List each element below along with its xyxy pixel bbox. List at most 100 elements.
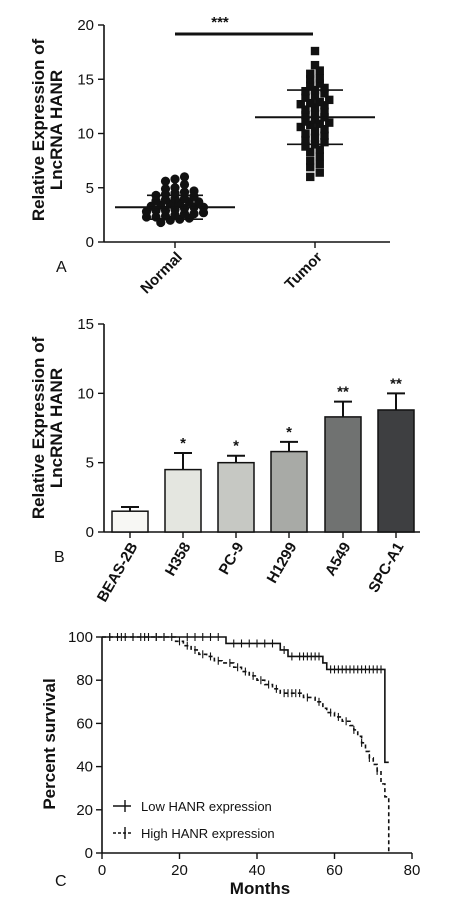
panel-a-point-tumor (301, 142, 310, 151)
panel-a-point-tumor (320, 131, 329, 140)
panel-b-bar (217, 461, 255, 533)
panel-a-point-normal (170, 174, 180, 184)
panel-a-point-tumor (306, 120, 315, 130)
panel-a-point-tumor (301, 135, 310, 145)
panel-a-label: A (56, 259, 67, 276)
panel-a-point-tumor (320, 124, 329, 134)
panel-a-point-tumor (301, 105, 310, 114)
panel-a-point-tumor (325, 95, 334, 105)
panel-c-x-tick-label: 80 (404, 862, 421, 879)
panel-a-point-tumor (301, 93, 310, 102)
panel-b-significance: ** (390, 375, 402, 392)
panel-a-point-tumor (315, 168, 324, 177)
panel-c-x-tick-label: 0 (98, 862, 106, 879)
panel-a-point-tumor (310, 60, 320, 70)
panel-a-point-normal (179, 187, 190, 197)
panel-a-point-tumor (315, 145, 324, 154)
panel-b-significance: * (180, 435, 186, 452)
panel-b-y-tick-label: 0 (86, 524, 94, 541)
panel-b-ylabel-line1: Relative Expression of (29, 336, 48, 519)
panel-c-x-tick-label: 60 (326, 862, 343, 879)
panel-a-point-tumor (320, 89, 329, 98)
panel-a-point-normal (170, 183, 180, 193)
panel-a-ylabel-line1: Relative Expression of (29, 38, 48, 221)
panel-b-label: B (54, 549, 65, 566)
panel-b-significance: * (233, 438, 239, 455)
panel-a-point-normal (179, 179, 190, 190)
panel-b-bar (111, 510, 149, 533)
panel-b-significance: ** (337, 384, 349, 401)
panel-a-point-normal (179, 172, 190, 182)
panel-c-y-tick-label: 40 (76, 759, 93, 776)
panel-b-ylabel-line2: LncRNA HANR (47, 368, 66, 488)
panel-c-x-tick-label: 40 (249, 862, 266, 879)
panel-a-point-tumor (301, 129, 310, 138)
panel-a-point-tumor (310, 46, 320, 56)
panel-c-y-tick-label: 60 (76, 715, 93, 732)
panel-b-bar (324, 416, 362, 533)
panel-a-point-tumor (306, 98, 315, 108)
panel-a-y-tick-label: 0 (86, 234, 94, 251)
panel-a-point-tumor (301, 117, 310, 126)
panel-a-scatter: Relative Expression of LncRNA HANR A ***… (29, 14, 390, 297)
panel-a-point-tumor (306, 81, 315, 90)
panel-a-point-normal (189, 209, 199, 219)
panel-a-y-tick-label: 10 (77, 126, 94, 143)
panel-a-point-tumor (320, 107, 329, 116)
panel-a-point-tumor (320, 137, 329, 147)
panel-a-point-tumor (315, 79, 324, 88)
panel-b-category-label: H358 (162, 540, 195, 580)
panel-a-point-normal (189, 186, 199, 196)
panel-a-category-label: Tumor (282, 249, 326, 293)
panel-b-bar (270, 450, 308, 533)
panel-b-y-tick-label: 10 (77, 385, 94, 402)
panel-a-y-tick-label: 5 (86, 180, 94, 197)
panel-a-point-normal (160, 176, 171, 186)
panel-b-bar: Relative Expression of LncRNA HANR B 0 5 1… (29, 316, 420, 605)
panel-a-point-tumor (301, 110, 310, 120)
legend-low-label: Low HANR expression (141, 799, 272, 814)
panel-b-category-label: H1299 (264, 540, 301, 587)
panel-c-xlabel: Months (230, 879, 290, 898)
panel-a-point-tumor (320, 101, 329, 110)
panel-b-category-label: PC-9 (216, 540, 248, 578)
panel-a-point-tumor (315, 73, 324, 83)
panel-a-significance: *** (211, 14, 229, 31)
panel-a-point-tumor (325, 118, 334, 127)
panel-a-point-tumor (306, 147, 315, 157)
panel-c-y-tick-label: 20 (76, 802, 93, 819)
panel-a-point-tumor (315, 66, 324, 75)
panel-a-ylabel-line2: LncRNA HANR (47, 70, 66, 190)
panel-a-point-tumor (296, 122, 305, 132)
panel-a-point-normal (160, 184, 171, 194)
panel-c-ylabel: Percent survival (40, 678, 59, 809)
panel-c-y-tick-label: 80 (76, 672, 93, 689)
panel-b-bar (164, 468, 202, 533)
panel-a-category-label: Normal (137, 249, 186, 298)
panel-b-category-label: BEAS-2B (94, 539, 142, 605)
panel-c-y-tick-label: 100 (68, 629, 93, 646)
survival-curve-low (102, 636, 389, 764)
panel-b-category-label: A549 (322, 540, 355, 580)
panel-b-bar (377, 409, 415, 533)
panel-b-category-label: SPC-A1 (365, 540, 407, 596)
panel-a-point-tumor (315, 97, 324, 107)
panel-a-point-tumor (306, 75, 315, 84)
panel-b-y-tick-label: 5 (86, 455, 94, 472)
panel-a-point-tumor (315, 119, 324, 128)
panel-a-point-tumor (306, 172, 315, 182)
panel-a-point-tumor (301, 86, 310, 96)
panel-a-point-tumor (320, 83, 329, 93)
panel-b-y-tick-label: 15 (77, 316, 94, 333)
panel-c-y-tick-label: 0 (85, 845, 93, 862)
panel-c-survival: Percent survival Months C Low HANR expre… (40, 629, 420, 898)
panel-a-point-tumor (315, 152, 324, 161)
panel-c-x-tick-label: 20 (171, 862, 188, 879)
panel-c-label: C (55, 873, 67, 890)
panel-a-point-normal (179, 194, 190, 204)
panel-a-y-tick-label: 15 (77, 71, 94, 88)
panel-a-point-tumor (315, 159, 324, 169)
panel-b-significance: * (286, 424, 292, 441)
legend-high-label: High HANR expression (141, 826, 275, 841)
